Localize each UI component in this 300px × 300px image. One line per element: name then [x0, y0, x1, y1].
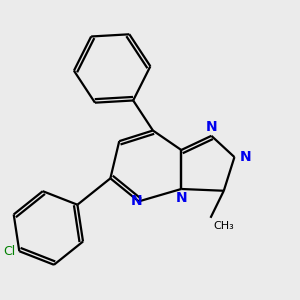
Text: N: N [131, 194, 143, 208]
Text: CH₃: CH₃ [213, 220, 234, 231]
Text: N: N [206, 120, 217, 134]
Text: Cl: Cl [3, 245, 15, 258]
Text: N: N [176, 191, 187, 205]
Text: N: N [240, 150, 251, 164]
